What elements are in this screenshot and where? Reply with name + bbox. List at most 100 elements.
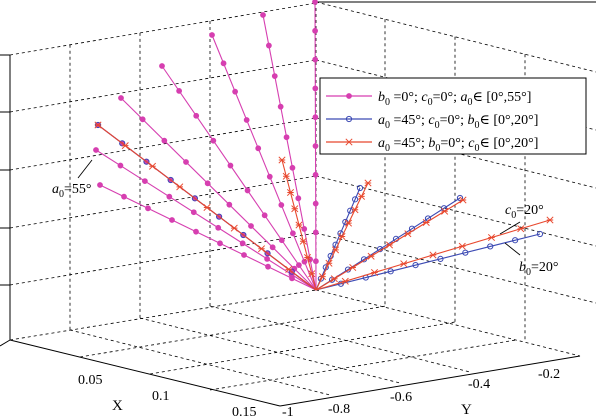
marker-dot bbox=[215, 224, 222, 231]
marker-dot bbox=[312, 85, 319, 92]
marker-dot bbox=[227, 162, 234, 169]
grid-floor-y bbox=[209, 305, 471, 373]
legend-label-b_series: b0 =0°; c0=0°; a0∈ [0°,55°] bbox=[378, 90, 531, 108]
marker-dot bbox=[301, 258, 308, 265]
x-axis-label: X bbox=[112, 398, 123, 414]
grid-floor-x bbox=[209, 339, 517, 391]
series-line bbox=[211, 34, 317, 291]
marker-dot bbox=[118, 95, 124, 101]
marker-dot bbox=[312, 200, 319, 207]
annotation-c20: c0=20° bbox=[505, 203, 544, 221]
marker-circle bbox=[317, 275, 324, 282]
grid-lines bbox=[9, 1, 596, 396]
marker-dot bbox=[97, 182, 103, 188]
marker-dot bbox=[169, 217, 175, 223]
x-tick-label: 0.05 bbox=[78, 373, 103, 388]
marker-dot bbox=[139, 116, 146, 123]
marker-dot bbox=[271, 73, 278, 80]
axes-box bbox=[0, 1, 596, 407]
marker-circle bbox=[356, 184, 364, 192]
grid-floor-x bbox=[149, 321, 456, 375]
marker-dot bbox=[190, 209, 197, 216]
marker-dot bbox=[220, 60, 227, 67]
marker-circle bbox=[437, 255, 444, 262]
marker-dot bbox=[145, 205, 151, 212]
box-bottom-right bbox=[279, 355, 581, 407]
legend-box bbox=[319, 77, 587, 155]
legend-label-a_series_c: a0 =45°; b0=0°; c0∈ [0°,20°] bbox=[378, 136, 538, 154]
marker-circle bbox=[264, 250, 271, 257]
marker-circle bbox=[462, 249, 469, 256]
marker-dot bbox=[277, 103, 284, 110]
grid-floor-left bbox=[9, 289, 317, 341]
grid-left-h bbox=[9, 232, 317, 286]
marker-dot bbox=[265, 263, 271, 270]
marker-dot bbox=[243, 117, 250, 123]
box-bottom-front bbox=[9, 339, 281, 407]
series-line bbox=[120, 97, 317, 291]
marker-circle bbox=[191, 195, 198, 202]
marker-dot bbox=[312, 0, 318, 5]
marker-dot bbox=[209, 32, 215, 38]
y-tick-label: -1 bbox=[282, 405, 294, 416]
marker-dot bbox=[226, 201, 233, 208]
legend: b0 =0°; c0=0°; a0∈ [0°,55°] a0 =45°; c0=0… bbox=[319, 77, 587, 155]
marker-dot bbox=[346, 93, 352, 99]
marker-dot bbox=[260, 12, 266, 18]
annotation-pointer-c20 bbox=[499, 221, 521, 235]
marker-dot bbox=[278, 202, 285, 208]
marker-dot bbox=[283, 134, 290, 141]
series-line bbox=[99, 184, 317, 291]
annotation-b20: b0=20° bbox=[519, 260, 559, 278]
marker-dot bbox=[289, 230, 296, 237]
marker-dot bbox=[239, 240, 246, 247]
marker-dot bbox=[166, 193, 173, 200]
legend-label-a_series_b: a0 =45°; c0=0°; b0∈ [0°,20°] bbox=[378, 113, 538, 131]
annotations: a0=55° c0=20° b0=20° bbox=[52, 159, 559, 278]
marker-dot bbox=[295, 262, 302, 269]
marker-dot bbox=[161, 137, 168, 144]
marker-dot bbox=[289, 275, 295, 282]
annotation-pointer-a55 bbox=[77, 159, 93, 179]
marker-circle bbox=[456, 194, 464, 202]
y-tick-label: -0.6 bbox=[390, 390, 412, 405]
marker-dot bbox=[193, 112, 200, 119]
marker-dot bbox=[217, 240, 223, 247]
series-group-2 bbox=[94, 121, 554, 291]
marker-dot bbox=[278, 237, 285, 244]
marker-circle bbox=[216, 213, 223, 220]
marker-dot bbox=[312, 27, 319, 34]
marker-dot bbox=[266, 173, 273, 180]
marker-circle bbox=[347, 207, 354, 214]
marker-circle bbox=[328, 276, 336, 283]
marker-dot bbox=[255, 145, 262, 152]
box-left-bottom bbox=[0, 339, 11, 347]
series-line bbox=[315, 233, 541, 291]
marker-dot bbox=[141, 178, 148, 185]
marker-circle bbox=[143, 158, 150, 165]
marker-circle bbox=[387, 268, 394, 275]
marker-dot bbox=[313, 258, 319, 265]
marker-dot bbox=[312, 229, 319, 236]
annotation-a55: a0=55° bbox=[52, 182, 92, 200]
marker-circle bbox=[412, 262, 419, 269]
y-tick-label: -0.4 bbox=[468, 377, 490, 392]
series-line bbox=[95, 149, 317, 291]
marker-dot bbox=[232, 88, 239, 95]
y-tick-label: -0.2 bbox=[538, 367, 560, 382]
grid-left-h bbox=[9, 117, 317, 171]
annotation-pointer-b20 bbox=[504, 242, 521, 256]
marker-circle bbox=[487, 243, 494, 250]
marker-dot bbox=[265, 42, 272, 49]
marker-dot bbox=[295, 195, 302, 202]
y-axis-label: Y bbox=[461, 402, 472, 416]
grid-left-h bbox=[9, 59, 317, 113]
series-line bbox=[161, 65, 317, 291]
marker-dot bbox=[117, 162, 124, 169]
marker-dot bbox=[241, 252, 247, 258]
grid-right-h bbox=[315, 1, 596, 73]
marker-dot bbox=[176, 87, 183, 94]
data-series bbox=[93, 0, 554, 291]
marker-dot bbox=[204, 180, 211, 187]
